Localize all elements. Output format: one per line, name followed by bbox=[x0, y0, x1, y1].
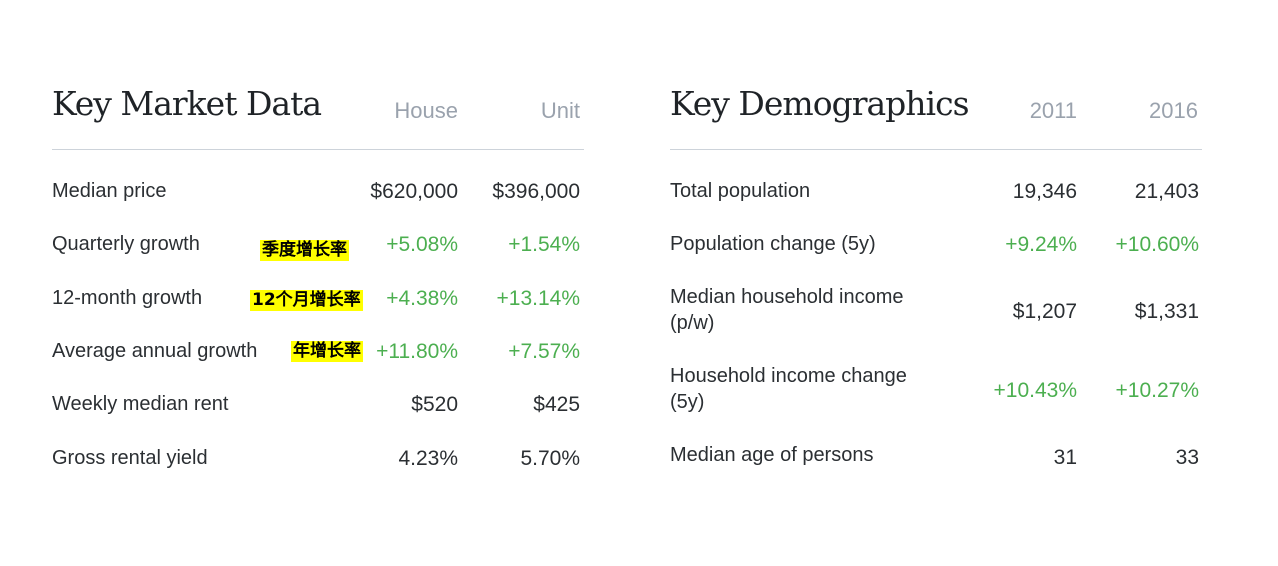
market-header: Key Market Data House Unit bbox=[52, 84, 584, 132]
house-value: $520 bbox=[411, 393, 458, 416]
house-column-header: House bbox=[394, 98, 458, 123]
unit-column-header: Unit bbox=[540, 98, 580, 123]
chinese-note-highlight: 季度增长率 bbox=[260, 240, 349, 261]
value-2016: $1,331 bbox=[1134, 300, 1199, 323]
row-label: Population change (5y) bbox=[670, 233, 876, 255]
unit-value: $425 bbox=[533, 393, 580, 416]
demographics-title: Key Demographics bbox=[670, 84, 969, 123]
row-label-continued: (p/w) bbox=[670, 312, 715, 334]
market-title: Key Market Data bbox=[52, 84, 322, 123]
house-value: +4.38% bbox=[386, 287, 458, 310]
row-label: Household income change bbox=[670, 365, 907, 387]
demographics-header: Key Demographics 2011 2016 bbox=[670, 84, 1202, 132]
value-2011: 19,346 bbox=[1012, 180, 1077, 203]
unit-value: 5.70% bbox=[520, 447, 580, 470]
unit-value: +1.54% bbox=[508, 233, 580, 256]
unit-value: +7.57% bbox=[508, 340, 580, 363]
row-label: Gross rental yield bbox=[52, 447, 208, 469]
value-2016: +10.60% bbox=[1115, 233, 1200, 256]
row-label: Weekly median rent bbox=[52, 393, 229, 415]
unit-value: +13.14% bbox=[496, 287, 581, 310]
value-2016: 21,403 bbox=[1134, 180, 1199, 203]
row-label: Median age of persons bbox=[670, 444, 874, 466]
demographics-divider bbox=[670, 149, 1202, 150]
chinese-note-highlight: 年增长率 bbox=[291, 341, 363, 362]
row-label: Total population bbox=[670, 180, 811, 202]
value-2011: 31 bbox=[1053, 446, 1077, 469]
market-divider bbox=[52, 149, 584, 150]
value-2011: +10.43% bbox=[993, 379, 1078, 402]
row-label: Quarterly growth bbox=[52, 233, 200, 255]
unit-value: $396,000 bbox=[492, 180, 580, 203]
value-2011: $1,207 bbox=[1012, 300, 1077, 323]
value-2016: 33 bbox=[1175, 446, 1199, 469]
chinese-note-highlight: 12个月增长率 bbox=[250, 290, 363, 311]
house-value: +11.80% bbox=[376, 340, 458, 363]
year-2011-column-header: 2011 bbox=[1029, 98, 1077, 123]
house-value: 4.23% bbox=[398, 447, 458, 470]
house-value: $620,000 bbox=[370, 180, 458, 203]
house-value: +5.08% bbox=[386, 233, 458, 256]
year-2016-column-header: 2016 bbox=[1149, 98, 1198, 123]
value-2016: +10.27% bbox=[1115, 379, 1200, 402]
row-label: Median price bbox=[52, 180, 167, 202]
row-label: 12-month growth bbox=[52, 287, 203, 309]
row-label-continued: (5y) bbox=[670, 391, 705, 413]
value-2011: +9.24% bbox=[1005, 233, 1077, 256]
row-label: Average annual growth bbox=[52, 340, 258, 362]
row-label: Median household income bbox=[670, 286, 904, 308]
